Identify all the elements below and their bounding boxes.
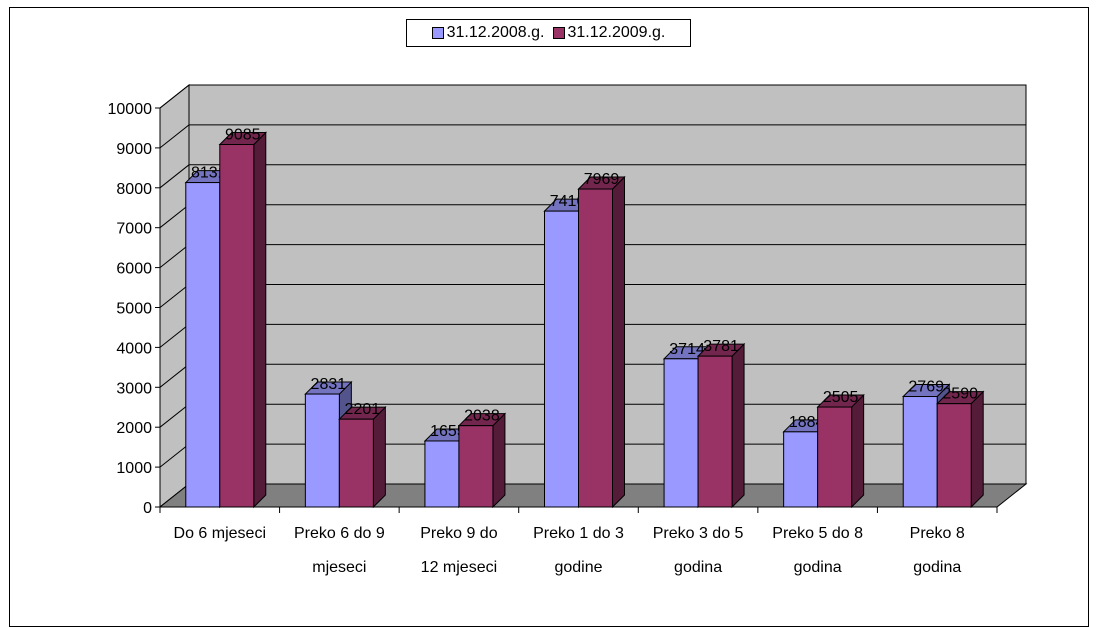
legend-swatch-2009 [552,27,565,39]
data-label: 8131 [191,165,227,182]
data-label: 1884 [789,414,825,431]
bar [544,210,579,508]
bar [817,406,853,508]
x-tick-label: Preko 1 do 3 [533,525,624,542]
bar [338,418,374,508]
legend-item-2009: 31.12.2009.g. [552,24,666,42]
data-label: 3714 [669,341,705,358]
data-label: 9085 [225,127,261,144]
bar [783,431,819,508]
data-label: 2590 [942,386,978,403]
x-tick-label: Preko 9 do [420,525,497,542]
y-tick-label: 5000 [116,301,152,318]
data-label: 7416 [550,193,586,210]
bar [697,355,733,508]
bar [185,182,221,508]
bar-side [612,175,625,509]
x-tick-label: Preko 3 do 5 [653,525,744,542]
data-label: 3781 [703,338,739,355]
bar-side [492,412,506,509]
y-tick-label: 8000 [116,181,152,198]
bar [219,144,255,508]
x-tick-label: godina [913,559,961,576]
x-tick-label: Preko 8 [910,525,965,542]
bar [458,425,494,508]
y-tick-label: 10000 [108,101,153,118]
y-tick-label: 4000 [116,340,152,357]
gridline [159,124,1026,149]
y-tick-label: 2000 [116,420,152,437]
y-tick-label: 6000 [116,261,152,278]
x-tick-label: godina [674,559,722,576]
x-tick-label: 12 mjeseci [421,559,497,576]
y-tick-label: 3000 [116,380,152,397]
data-label: 2201 [345,401,381,418]
y-tick-label: 9000 [116,141,152,158]
data-label: 2038 [464,408,500,425]
legend-item-2008: 31.12.2008.g. [431,24,545,42]
x-tick-label: godina [794,559,842,576]
bar-side [851,393,865,509]
bar-side [731,342,745,509]
gridline [159,164,1026,189]
data-label: 1655 [430,423,466,440]
bar-side [970,390,984,509]
gridline [159,84,1026,109]
bar [424,440,460,508]
bar-side [253,131,267,509]
y-tick-label: 7000 [116,221,152,238]
legend-swatch-2008 [431,27,444,39]
y-tick-label: 0 [143,500,152,517]
data-label: 2831 [311,376,347,393]
legend-label-2009: 31.12.2009.g. [567,24,666,41]
bar [578,188,613,508]
bar [304,393,340,508]
data-label: 2505 [823,389,859,406]
x-tick-label: mjeseci [312,559,366,576]
data-label: 2769 [908,379,944,396]
bar [902,396,938,508]
y-tick-label: 1000 [116,460,152,477]
bar [936,403,972,508]
x-tick-label: Preko 5 do 8 [772,525,863,542]
bar-side [372,405,386,509]
x-tick-label: Preko 6 do 9 [294,525,385,542]
x-tick-label: Do 6 mjeseci [174,525,266,542]
legend-label-2008: 31.12.2008.g. [446,24,545,41]
data-label: 7969 [584,171,620,188]
x-tick-label: godine [554,559,602,576]
bar-chart: 0 1000 2000 3000 4000 5000 6000 7000 8000 9000 100… [108,83,1028,576]
legend: 31.12.2008.g. 31.12.2009.g. [406,19,691,47]
bar [663,358,699,508]
